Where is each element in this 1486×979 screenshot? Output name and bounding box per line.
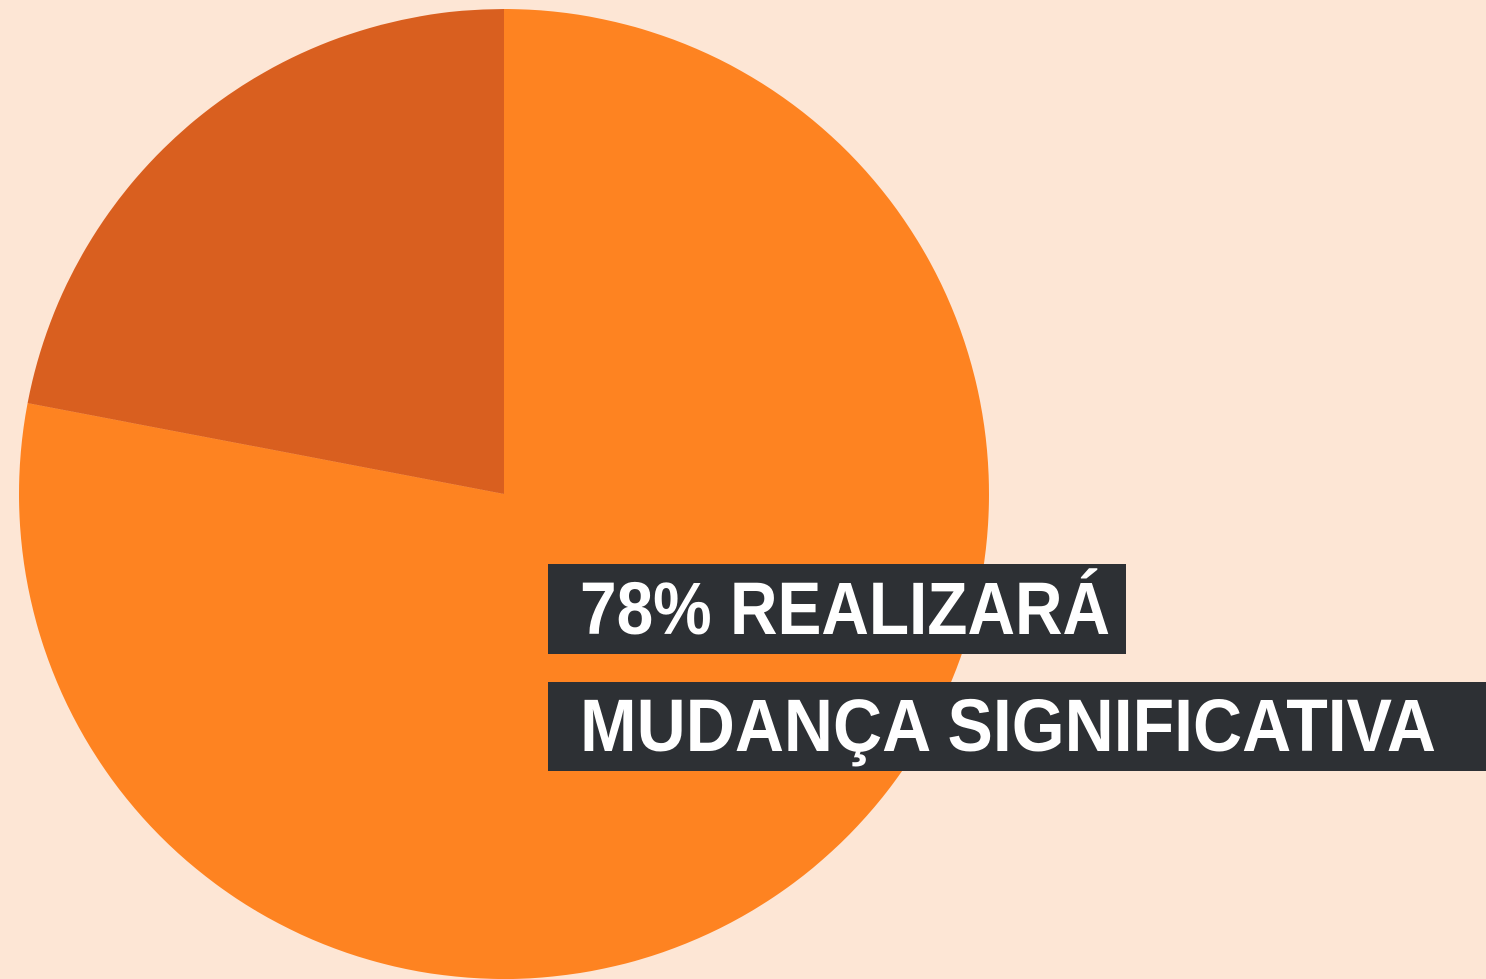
pie [18,9,989,979]
annotation: MUDANÇA SIGNIFICATIVA [580,684,1436,767]
pie-slice [27,9,504,494]
annotation: 78% REALIZARÁ [580,567,1110,650]
annotation-box [548,564,1126,654]
annotation-box [548,682,1486,771]
